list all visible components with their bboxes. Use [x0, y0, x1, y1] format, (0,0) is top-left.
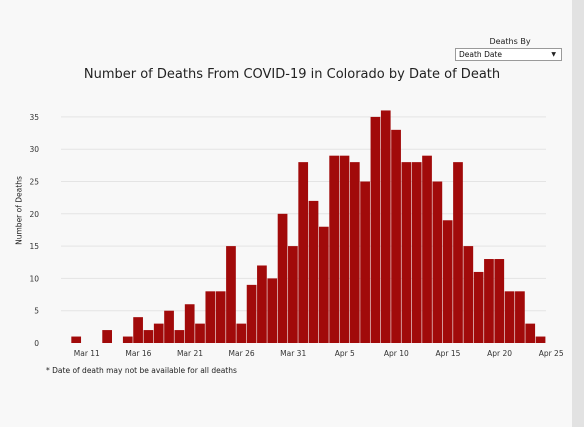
bar[interactable] — [380, 110, 391, 343]
y-tick-label: 10 — [29, 274, 39, 283]
bar[interactable] — [174, 330, 185, 343]
bar[interactable] — [401, 162, 412, 343]
bar[interactable] — [494, 259, 505, 343]
bar[interactable] — [205, 291, 216, 343]
bar[interactable] — [257, 265, 267, 343]
bar[interactable] — [504, 291, 515, 343]
bar[interactable] — [288, 246, 298, 343]
bar[interactable] — [391, 129, 401, 343]
bar[interactable] — [133, 317, 143, 343]
bar[interactable] — [215, 291, 226, 343]
y-tick-label: 5 — [34, 307, 39, 316]
bar[interactable] — [298, 162, 309, 343]
y-tick-label: 30 — [29, 145, 39, 154]
bar[interactable] — [411, 162, 422, 343]
bar[interactable] — [153, 323, 164, 343]
bar[interactable] — [463, 246, 474, 343]
bar[interactable] — [122, 336, 133, 343]
x-tick-label: Apr 10 — [384, 349, 409, 358]
scrollbar[interactable] — [572, 0, 584, 427]
bar[interactable] — [484, 259, 494, 343]
y-tick-label: 20 — [29, 210, 39, 219]
bar[interactable] — [143, 330, 154, 343]
x-tick-label: Mar 16 — [125, 349, 151, 358]
x-tick-label: Apr 5 — [335, 349, 355, 358]
y-tick-label: 15 — [29, 242, 39, 251]
x-tick-label: Mar 26 — [229, 349, 255, 358]
x-tick-label: Mar 11 — [74, 349, 100, 358]
bar[interactable] — [453, 162, 463, 343]
deaths-by-select[interactable]: Death Date ▼ — [455, 48, 562, 61]
bar[interactable] — [277, 213, 288, 343]
deaths-by-label: Deaths By — [489, 37, 531, 46]
bar[interactable] — [246, 284, 257, 343]
x-tick-label: Apr 15 — [436, 349, 461, 358]
bar[interactable] — [236, 323, 247, 343]
bar[interactable] — [525, 323, 536, 343]
bar[interactable] — [360, 181, 370, 343]
x-tick-label: Mar 31 — [280, 349, 306, 358]
x-tick-label: Apr 25 — [539, 349, 564, 358]
bar[interactable] — [226, 246, 236, 343]
footnote: * Date of death may not be available for… — [46, 366, 237, 375]
bar[interactable] — [164, 310, 174, 343]
bar[interactable] — [308, 200, 319, 343]
bar[interactable] — [473, 271, 484, 343]
bar[interactable] — [184, 304, 195, 343]
bar[interactable] — [422, 155, 432, 343]
bar[interactable] — [349, 162, 360, 343]
y-tick-label: 25 — [29, 178, 39, 187]
bar[interactable] — [267, 278, 278, 343]
bar[interactable] — [370, 116, 381, 344]
bar[interactable] — [195, 323, 205, 343]
bar[interactable] — [515, 291, 525, 343]
bar[interactable] — [102, 330, 112, 343]
y-tick-label: 0 — [34, 339, 39, 348]
chart-title: Number of Deaths From COVID-19 in Colora… — [83, 67, 501, 82]
dropdown-arrow-icon[interactable]: ▼ — [551, 51, 556, 58]
y-tick-label: 35 — [29, 113, 39, 122]
bar[interactable] — [535, 336, 546, 343]
x-tick-label: Apr 20 — [487, 349, 512, 358]
bar[interactable] — [329, 155, 340, 343]
bar[interactable] — [442, 220, 453, 343]
bar[interactable] — [339, 155, 350, 343]
x-tick-label: Mar 21 — [177, 349, 203, 358]
deaths-by-selected-value: Death Date — [459, 50, 502, 59]
bar[interactable] — [71, 336, 82, 343]
bar[interactable] — [318, 226, 329, 343]
bar[interactable] — [432, 181, 443, 343]
